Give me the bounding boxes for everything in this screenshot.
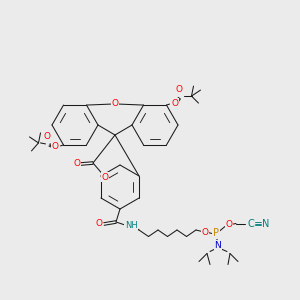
Text: P: P xyxy=(213,229,219,238)
Text: O: O xyxy=(44,132,51,141)
Text: O: O xyxy=(112,99,118,108)
Text: O: O xyxy=(74,160,80,169)
Text: O: O xyxy=(171,99,178,108)
Text: O: O xyxy=(202,228,208,237)
Text: O: O xyxy=(101,172,109,182)
Text: N: N xyxy=(214,241,221,250)
Text: O: O xyxy=(226,220,232,229)
Text: N: N xyxy=(262,218,270,229)
Text: O: O xyxy=(52,142,59,152)
Text: O: O xyxy=(95,220,103,229)
Text: C: C xyxy=(248,218,254,229)
Text: O: O xyxy=(176,85,183,94)
Text: NH: NH xyxy=(124,221,137,230)
